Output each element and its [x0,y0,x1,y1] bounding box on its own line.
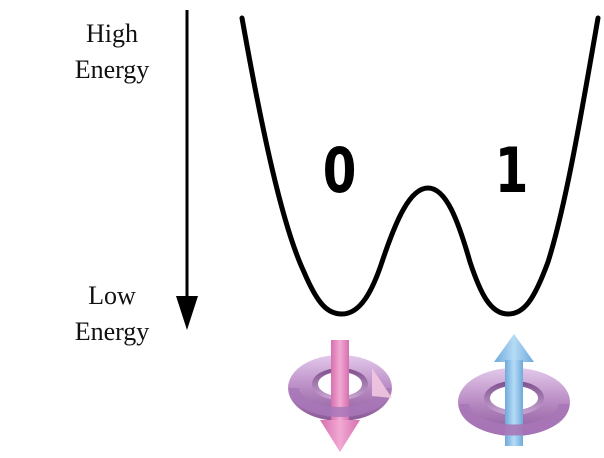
state-one-label: 1 [494,134,529,207]
low-energy-label: Low Energy [62,278,162,350]
high-energy-label: High Energy [62,16,162,88]
high-label-line2: Energy [74,55,150,84]
state-zero-label: 0 [322,134,357,207]
low-label-line2: Energy [74,317,150,346]
spin-up-ring-icon [458,334,570,446]
spin-down-ring-icon [288,340,392,452]
low-label-line1: Low [88,281,136,310]
energy-axis-arrow [176,10,198,330]
high-label-line1: High [86,19,138,48]
double-well-curve [239,15,601,317]
